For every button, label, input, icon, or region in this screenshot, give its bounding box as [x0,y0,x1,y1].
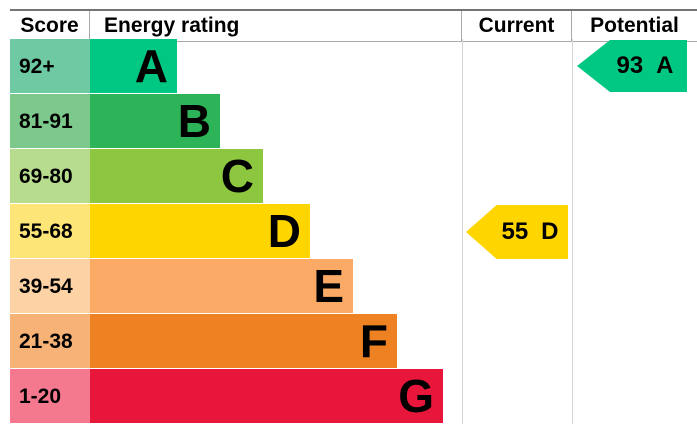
band-bar-f: F [90,314,397,369]
band-bar-g: G [90,369,443,424]
band-score-f: 21-38 [10,314,90,369]
band-bar-a: A [90,39,177,94]
potential-rating-value: 93 [616,52,644,79]
column-divider-potential [572,39,573,424]
band-row-b: 81-91 B [10,94,443,149]
current-rating-arrow: 55 D [466,205,568,259]
chart-header-row: Score Energy rating Current Potential [10,9,697,42]
band-score-c: 69-80 [10,149,90,204]
band-row-c: 69-80 C [10,149,443,204]
band-row-a: 92+ A [10,39,443,94]
header-current: Current [462,11,572,41]
band-score-a: 92+ [10,39,90,94]
band-score-b: 81-91 [10,94,90,149]
band-score-e: 39-54 [10,259,90,314]
band-score-g: 1-20 [10,369,90,424]
header-energy-rating: Energy rating [90,11,462,41]
band-row-d: 55-68 D [10,204,443,259]
band-row-e: 39-54 E [10,259,443,314]
column-divider-current [462,39,463,424]
current-rating-value: 55 [501,218,529,245]
band-row-f: 21-38 F [10,314,443,369]
band-bar-b: B [90,94,220,149]
band-bar-c: C [90,149,263,204]
rating-bands: 92+ A 81-91 B 69-80 C 55-68 D 39-54 E 21… [10,39,443,424]
potential-rating-arrow: 93 A [577,40,687,92]
band-bar-e: E [90,259,353,314]
header-potential: Potential [590,14,679,37]
band-row-g: 1-20 G [10,369,443,424]
potential-rating-letter: A [656,52,674,79]
current-rating-letter: D [541,218,559,245]
header-score: Score [10,11,90,41]
band-score-d: 55-68 [10,204,90,259]
band-bar-d: D [90,204,310,259]
